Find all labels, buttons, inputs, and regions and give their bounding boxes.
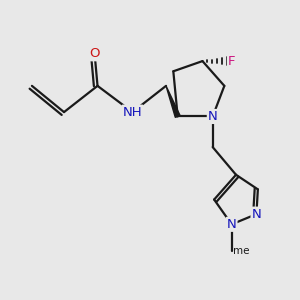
Text: N: N: [227, 218, 236, 231]
Text: O: O: [89, 47, 100, 60]
Text: me: me: [233, 246, 250, 256]
Text: N: N: [251, 208, 261, 220]
Polygon shape: [166, 86, 180, 117]
Text: NH: NH: [123, 106, 142, 118]
Text: F: F: [228, 55, 236, 68]
Text: N: N: [208, 110, 218, 123]
